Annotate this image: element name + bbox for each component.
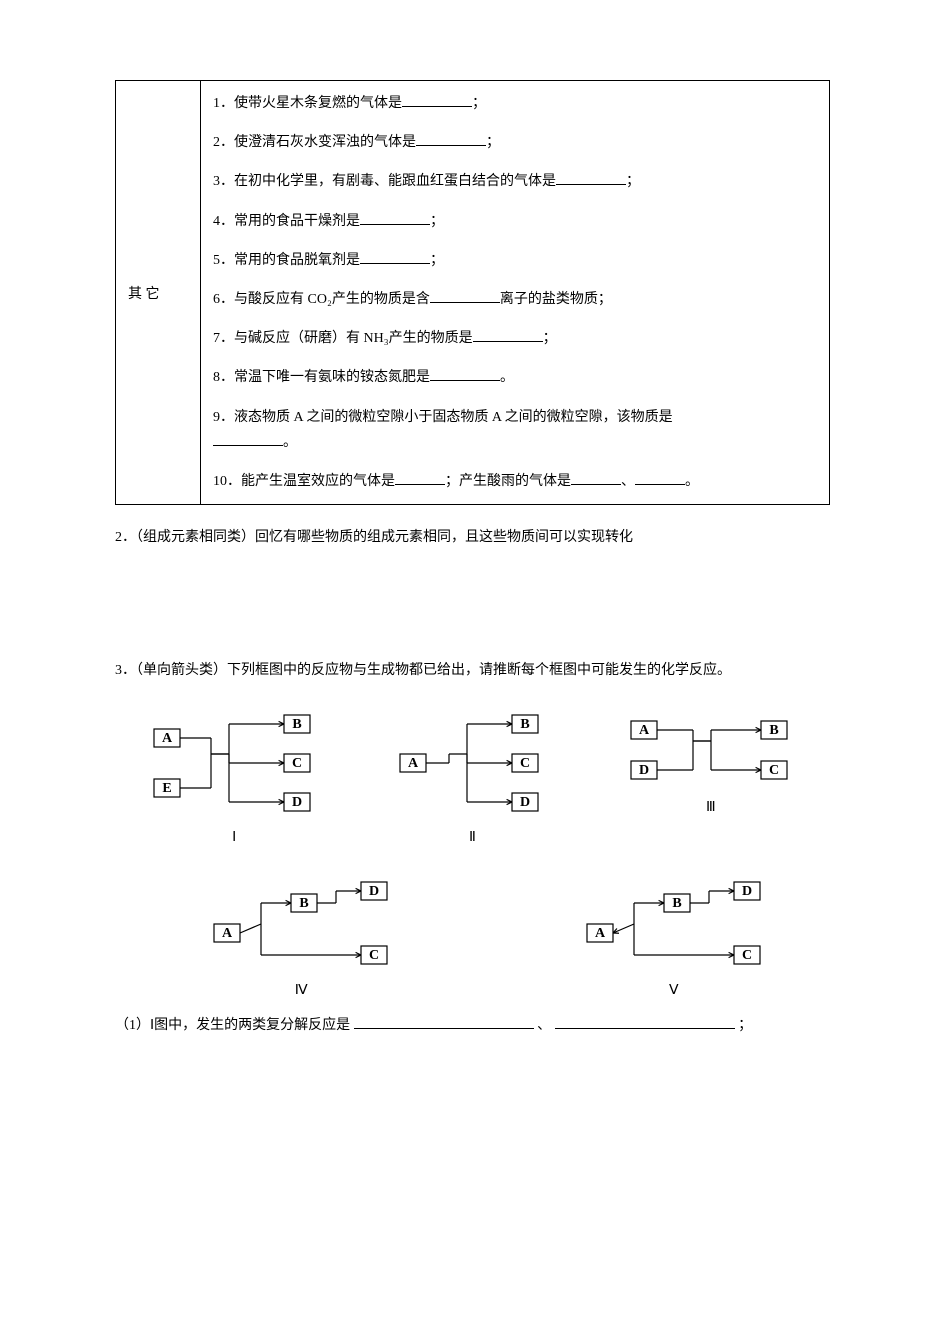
diagram-node-label: C bbox=[292, 757, 302, 772]
item-text: 6．与酸反应有 CO₂产生的物质是含 bbox=[213, 292, 430, 307]
diagram-node-label: B bbox=[300, 897, 309, 912]
diagram-label: Ⅲ bbox=[706, 799, 716, 816]
table-item: 7．与碱反应（研磨）有 NH₃产生的物质是 ； bbox=[213, 326, 817, 351]
answer-blank bbox=[360, 210, 430, 225]
answer-blank bbox=[473, 327, 543, 342]
item-text: ；产生酸雨的气体是 bbox=[445, 474, 571, 489]
flow-diagram: A B D C bbox=[196, 864, 406, 974]
item-text: 3．在初中化学里，有剧毒、能跟血红蛋白结合的气体是 bbox=[213, 174, 556, 189]
item-text: ； bbox=[430, 214, 444, 229]
item-text: 2．使澄清石灰水变浑浊的气体是 bbox=[213, 135, 416, 150]
table-item: 4．常用的食品干燥剂是 ； bbox=[213, 209, 817, 234]
answer-blank bbox=[395, 470, 445, 485]
diagram-row-1: A E B C D Ⅰ A B C D Ⅱ A D B C Ⅲ bbox=[115, 701, 830, 846]
item-text: 9．液态物质 A 之间的微粒空隙小于固态物质 A 之间的微粒空隙，该物质是 bbox=[213, 410, 673, 425]
diagram-column: A B D C Ⅴ bbox=[518, 864, 831, 999]
item-text: 10．能产生温室效应的气体是 bbox=[213, 474, 395, 489]
diagram-label: Ⅳ bbox=[295, 982, 308, 999]
answer-blank bbox=[416, 131, 486, 146]
diagram-column: A E B C D Ⅰ bbox=[115, 701, 353, 846]
answer-blank bbox=[635, 470, 685, 485]
question-2: 2．（组成元素相同类）回忆有哪些物质的组成元素相同，且这些物质间可以实现转化 bbox=[115, 525, 830, 550]
table-item: 9．液态物质 A 之间的微粒空隙小于固态物质 A 之间的微粒空隙，该物质是。 bbox=[213, 405, 817, 455]
flow-diagram: A B D C bbox=[569, 864, 779, 974]
item-text: 。 bbox=[283, 435, 297, 450]
diagram-column: A B D C Ⅳ bbox=[145, 864, 458, 999]
item-text: ； bbox=[626, 174, 640, 189]
table-item: 5．常用的食品脱氧剂是 ； bbox=[213, 248, 817, 273]
diagram-node-label: E bbox=[162, 782, 171, 797]
diagram-column: A B C D Ⅱ bbox=[353, 701, 591, 846]
item-text: 离子的盐类物质； bbox=[500, 292, 612, 307]
item-text: ； bbox=[486, 135, 500, 150]
item-text: 8．常温下唯一有氨味的铵态氮肥是 bbox=[213, 370, 430, 385]
item-text: 7．与碱反应（研磨）有 NH₃产生的物质是 bbox=[213, 331, 473, 346]
diagram-node-label: D bbox=[292, 796, 302, 811]
diagram-edge bbox=[240, 924, 261, 933]
item-text: 1．使带火星木条复燃的气体是 bbox=[213, 96, 402, 111]
diagram-node-label: D bbox=[742, 885, 752, 900]
row-label-cell: 其 它 bbox=[116, 81, 201, 505]
flow-diagram: A E B C D bbox=[134, 701, 334, 821]
diagram-node-label: B bbox=[521, 718, 530, 733]
diagram-node-label: C bbox=[369, 949, 379, 964]
answer-blank bbox=[430, 288, 500, 303]
q3sub-sep: 、 bbox=[537, 1018, 551, 1033]
diagram-node-label: A bbox=[162, 732, 173, 747]
answer-blank bbox=[556, 170, 626, 185]
q3sub-pre: （1）Ⅰ图中，发生的两类复分解反应是 bbox=[115, 1018, 350, 1033]
item-text: 。 bbox=[685, 474, 699, 489]
diagram-column: A D B C Ⅲ bbox=[592, 701, 830, 846]
answer-blank bbox=[571, 470, 621, 485]
diagram-label: Ⅱ bbox=[469, 829, 476, 846]
diagram-node-label: D bbox=[369, 885, 379, 900]
table-item: 3．在初中化学里，有剧毒、能跟血红蛋白结合的气体是 ； bbox=[213, 169, 817, 194]
flow-diagram: A D B C bbox=[611, 701, 811, 791]
q3sub-post: ； bbox=[738, 1018, 752, 1033]
diagram-node-label: A bbox=[595, 927, 606, 942]
diagram-node-label: B bbox=[292, 718, 301, 733]
answer-blank bbox=[213, 431, 283, 446]
answer-blank bbox=[402, 92, 472, 107]
q3-text: 3．（单向箭头类）下列框图中的反应物与生成物都已给出，请推断每个框图中可能发生的… bbox=[115, 663, 731, 678]
diagram-node-label: C bbox=[769, 764, 779, 779]
answer-blank bbox=[430, 366, 500, 381]
answer-blank bbox=[360, 249, 430, 264]
diagram-node-label: D bbox=[520, 796, 530, 811]
q3-subquestion-1: （1）Ⅰ图中，发生的两类复分解反应是 、 ； bbox=[115, 1013, 830, 1038]
answer-blank bbox=[354, 1014, 534, 1029]
info-table: 其 它 1．使带火星木条复燃的气体是；2．使澄清石灰水变浑浊的气体是；3．在初中… bbox=[115, 80, 830, 505]
diagram-node-label: A bbox=[639, 724, 650, 739]
item-text: 4．常用的食品干燥剂是 bbox=[213, 214, 360, 229]
diagram-label: Ⅴ bbox=[669, 982, 679, 999]
diagram-node-label: C bbox=[742, 949, 752, 964]
diagram-row-2: A B D C Ⅳ A B D C Ⅴ bbox=[115, 864, 830, 999]
item-text: ； bbox=[430, 253, 444, 268]
diagram-label: Ⅰ bbox=[232, 829, 236, 846]
table-item: 8．常温下唯一有氨味的铵态氮肥是 。 bbox=[213, 365, 817, 390]
item-text: 。 bbox=[500, 370, 514, 385]
table-item: 6．与酸反应有 CO₂产生的物质是含 离子的盐类物质； bbox=[213, 287, 817, 312]
blank-space bbox=[115, 560, 830, 650]
item-text: 、 bbox=[621, 474, 635, 489]
table-item: 10．能产生温室效应的气体是 ；产生酸雨的气体是 、 。 bbox=[213, 469, 817, 494]
answer-blank bbox=[555, 1014, 735, 1029]
diagram-node-label: B bbox=[769, 724, 778, 739]
item-text: ； bbox=[543, 331, 557, 346]
q2-text: 2．（组成元素相同类）回忆有哪些物质的组成元素相同，且这些物质间可以实现转化 bbox=[115, 530, 633, 545]
item-text: ； bbox=[472, 96, 486, 111]
table-item: 2．使澄清石灰水变浑浊的气体是 ； bbox=[213, 130, 817, 155]
diagram-node-label: A bbox=[408, 757, 419, 772]
diagram-node-label: D bbox=[639, 764, 649, 779]
question-3: 3．（单向箭头类）下列框图中的反应物与生成物都已给出，请推断每个框图中可能发生的… bbox=[115, 658, 830, 683]
diagram-node-label: A bbox=[222, 927, 233, 942]
flow-diagram: A B C D bbox=[382, 701, 562, 821]
item-text: 5．常用的食品脱氧剂是 bbox=[213, 253, 360, 268]
diagram-node-label: C bbox=[520, 757, 530, 772]
diagram-node-label: B bbox=[672, 897, 681, 912]
table-item: 1．使带火星木条复燃的气体是 ； bbox=[213, 91, 817, 116]
content-cell: 1．使带火星木条复燃的气体是；2．使澄清石灰水变浑浊的气体是；3．在初中化学里，… bbox=[201, 81, 830, 505]
row-label: 其 它 bbox=[128, 287, 160, 302]
